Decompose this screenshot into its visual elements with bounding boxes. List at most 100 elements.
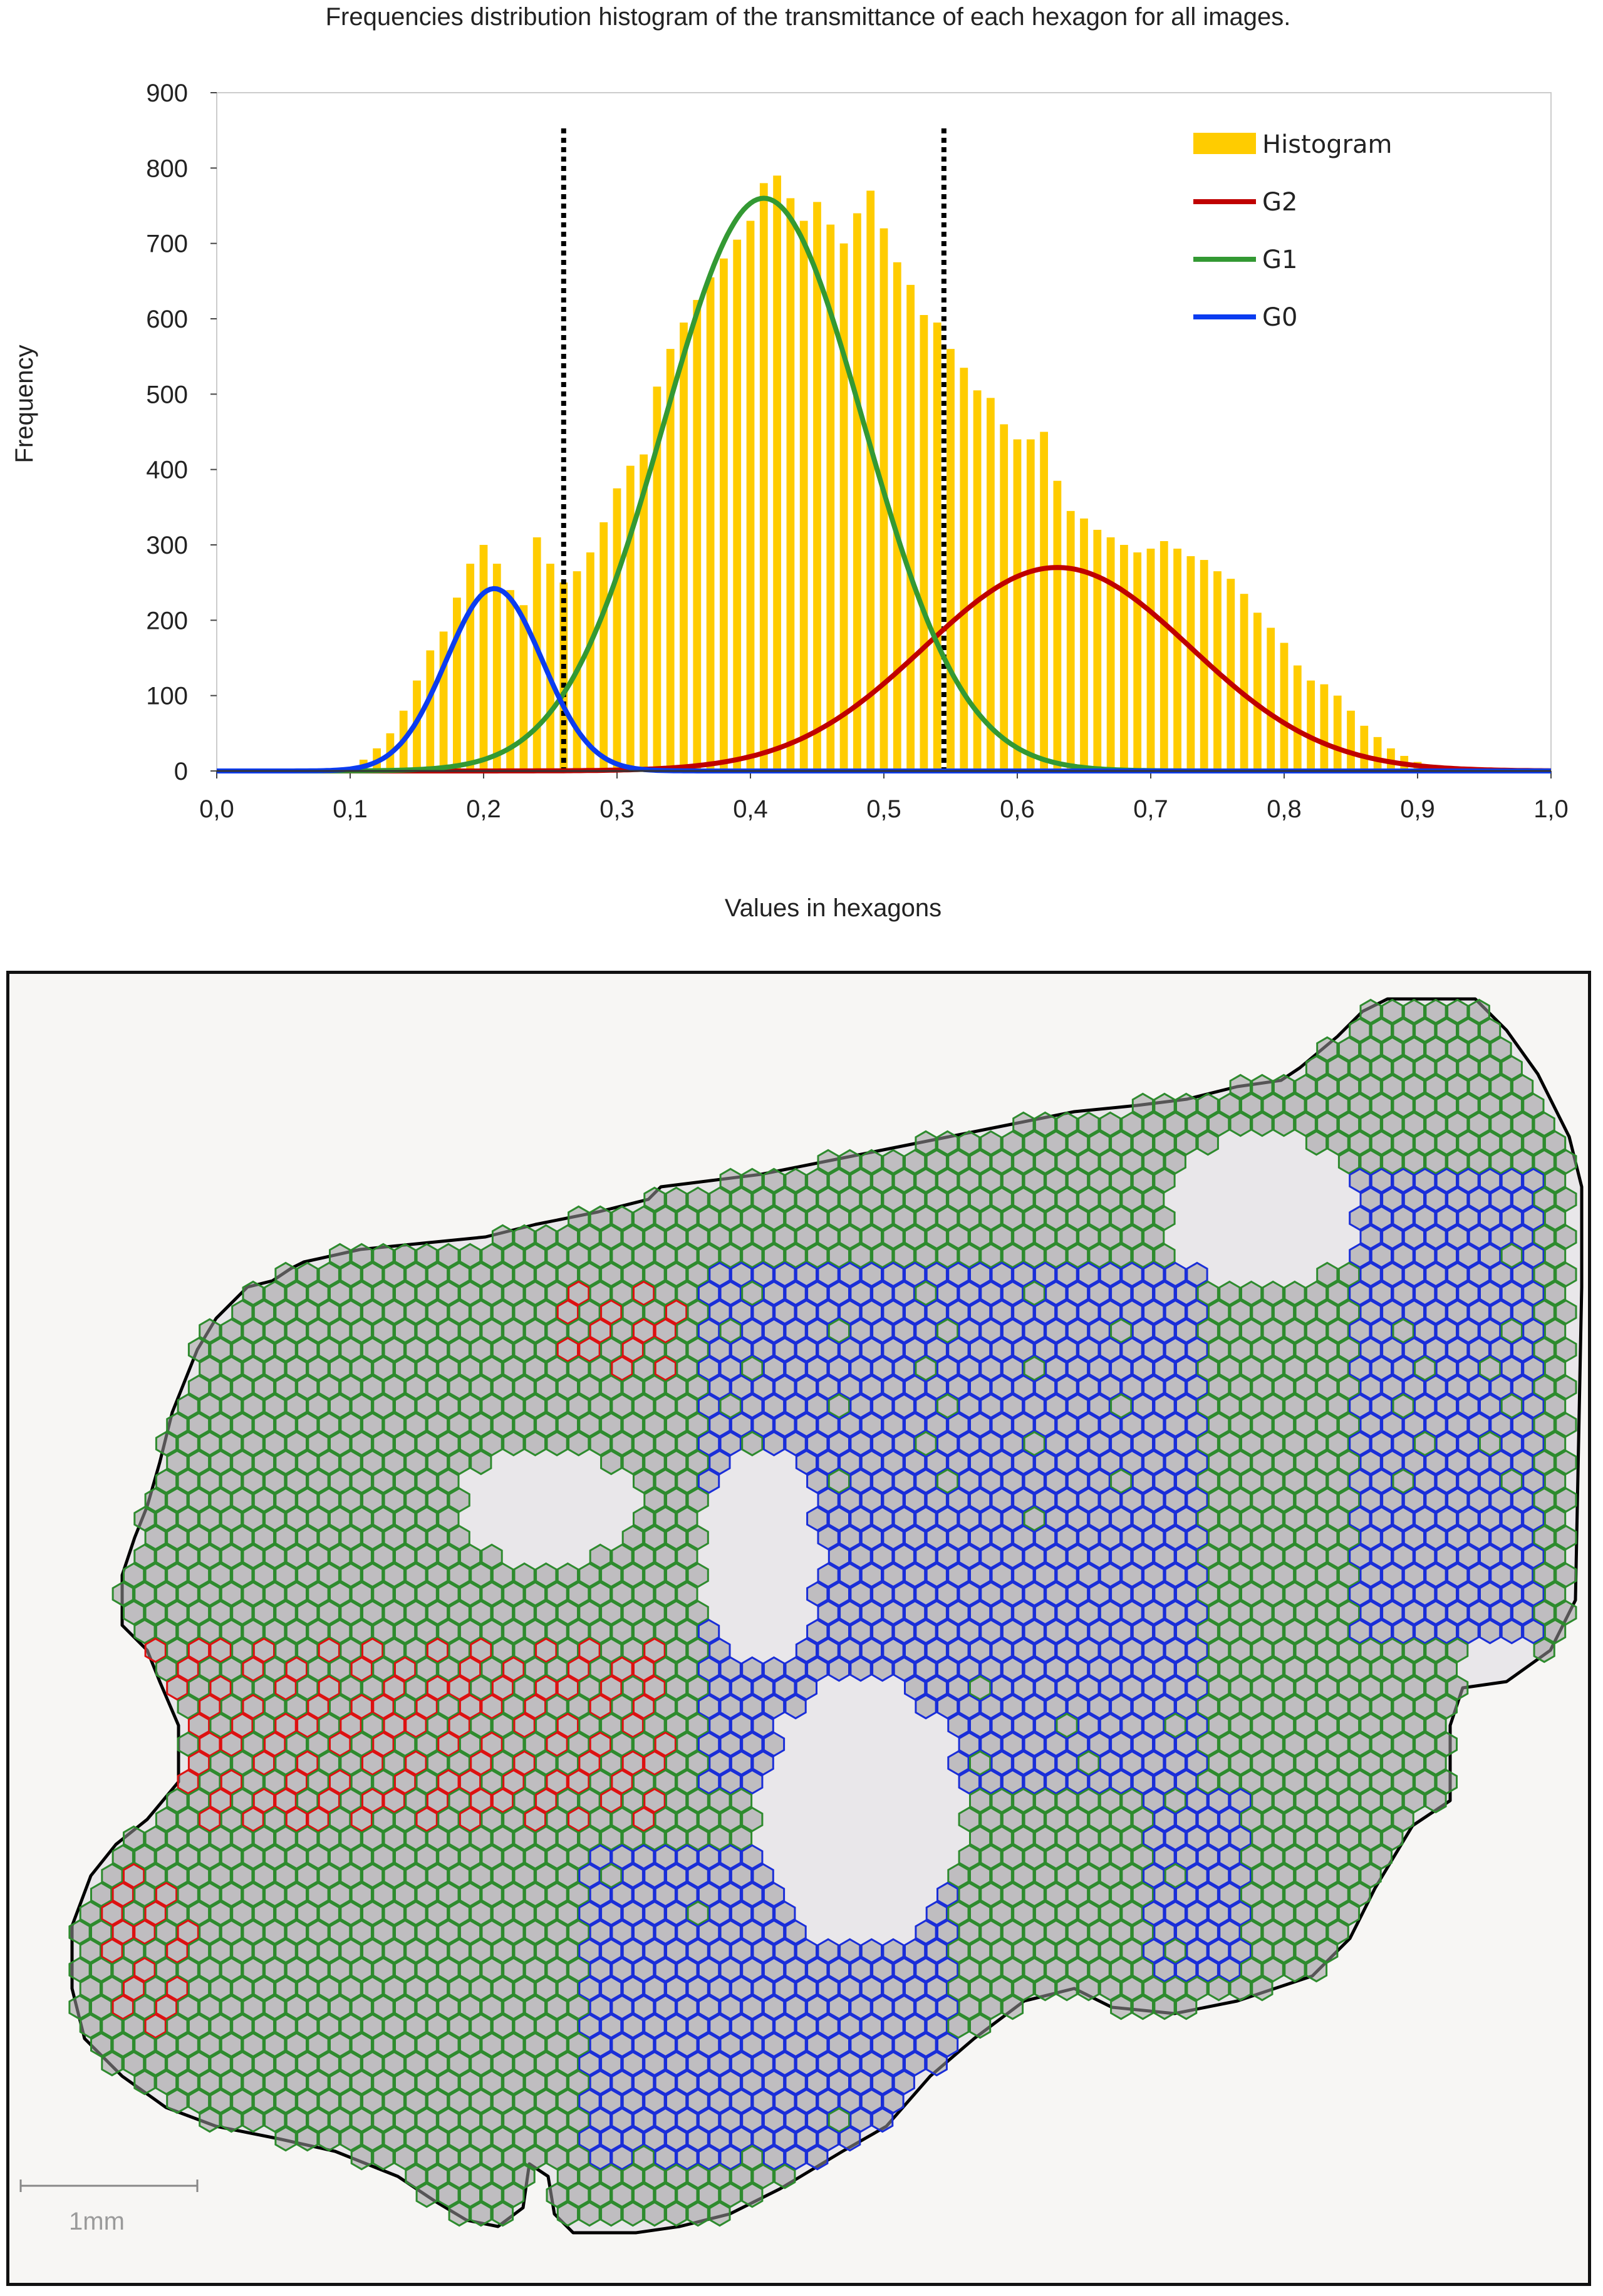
hexagon-g1 [394, 1393, 417, 1419]
hexagon-g0 [762, 1355, 786, 1382]
hexagon-g1 [1196, 1355, 1219, 1382]
hexagon-g1 [394, 1543, 417, 1569]
hexagon-g0 [654, 1957, 677, 1983]
hexagon-g1 [556, 2126, 579, 2152]
hexagon-g1 [1121, 1975, 1143, 2002]
hexagon-g0 [1468, 1412, 1490, 1438]
hexagon-g2 [535, 1787, 558, 1814]
hexagon-g1 [1196, 1694, 1219, 1720]
hexagon-g0 [827, 1581, 850, 1607]
hexagon-g1 [187, 1675, 210, 1701]
hexagon-g1 [676, 1506, 698, 1532]
hexagon-g0 [860, 1412, 883, 1438]
hexagon-g1 [1468, 998, 1490, 1025]
hexagon-g0 [1186, 1261, 1208, 1288]
hexagon-g0 [1392, 1543, 1414, 1569]
hexagon-g1 [394, 1618, 417, 1645]
hexagon-g1 [231, 1975, 254, 2002]
hexagon-g0 [969, 1637, 992, 1663]
hexagon-g1 [285, 1506, 308, 1532]
hexagon-g1 [1251, 1637, 1274, 1663]
hexagon-g0 [654, 1919, 677, 1945]
hexagon-g1 [1023, 1430, 1045, 1457]
hexagon-g0 [1175, 1318, 1198, 1344]
hexagon-g2 [448, 1712, 470, 1739]
hexagon-g1 [264, 1806, 286, 1833]
hexagon-g0 [1153, 1506, 1176, 1532]
hexagon-g1 [220, 1318, 243, 1344]
hexagon-g1 [1294, 1675, 1317, 1701]
hexagon-g1 [1305, 1919, 1328, 1945]
hexagon-g1 [676, 1280, 698, 1306]
hexagon-g1 [687, 1449, 709, 1476]
hexagon-g1 [1468, 1111, 1490, 1137]
hexagon-g0 [1034, 1412, 1057, 1438]
hexagon-g2 [155, 1881, 178, 1908]
hexagon-g0 [1457, 1506, 1480, 1532]
hexagon-g1 [1240, 1092, 1263, 1119]
hexagon-g0 [1056, 1374, 1078, 1400]
hexagon-g1 [437, 1506, 460, 1532]
hexagon-g1 [242, 1769, 264, 1795]
hexagon-g1 [719, 1806, 742, 1833]
hexagon-g0 [1208, 1825, 1230, 1851]
hexagon-g0 [1522, 1430, 1545, 1457]
hexagon-g0 [762, 1318, 786, 1344]
hexagon-g1 [329, 1318, 351, 1344]
hexagon-g2 [372, 1694, 395, 1720]
hexagon-g0 [633, 2032, 655, 2058]
hexagon-g1 [1327, 1844, 1349, 1870]
hexagon-g1 [1045, 1919, 1067, 1945]
hexagon-g0 [1012, 1637, 1035, 1663]
hexagon-g1 [1218, 1618, 1241, 1645]
hexagon-g1 [220, 2107, 243, 2133]
hexagon-g1 [1001, 1957, 1024, 1983]
hexagon-g1 [1381, 1111, 1404, 1137]
hexagon-grid [68, 998, 1577, 2227]
hexagon-g0 [806, 2107, 829, 2133]
hexagon-g1 [199, 1618, 221, 1645]
hexagon-g1 [719, 1318, 742, 1344]
hexagon-g0 [795, 2013, 817, 2039]
hexagon-g0 [904, 1675, 926, 1701]
hexagon-g1 [285, 2107, 308, 2133]
hexagon-g1 [1240, 1280, 1263, 1306]
hexagon-g0 [1490, 1186, 1512, 1213]
hexagon-g2 [633, 1694, 655, 1720]
histogram-bar [866, 190, 875, 771]
hexagon-g1 [1349, 1844, 1371, 1870]
hexagon-g0 [774, 1374, 796, 1400]
hexagon-g1 [980, 1844, 1002, 1870]
hexagon-g0 [947, 1412, 970, 1438]
hexagon-g1 [1284, 1393, 1306, 1419]
hexagon-g0 [1490, 1487, 1512, 1513]
hexagon-g1 [296, 1825, 319, 1851]
hexagon-g1 [1294, 1524, 1317, 1551]
histogram-bar [1159, 540, 1168, 771]
hexagon-g1 [1262, 1092, 1284, 1119]
hexagon-g0 [817, 1374, 839, 1400]
histogram-bar [786, 198, 795, 771]
hexagon-g1 [296, 1900, 319, 1926]
hexagon-g0 [697, 1957, 720, 1983]
hexagon-g0 [784, 1280, 807, 1306]
hexagon-g1 [1077, 1863, 1100, 1889]
hexagon-g1 [448, 1787, 470, 1814]
hexagon-g1 [372, 1656, 395, 1682]
hexagon-g0 [849, 1280, 872, 1306]
hexagon-g1 [621, 1825, 644, 1851]
hexagon-g1 [340, 1900, 362, 1926]
hexagon-g1 [426, 1524, 449, 1551]
hexagon-g1 [480, 1994, 503, 2020]
hexagon-g1 [827, 2107, 850, 2133]
hexagon-g1 [1490, 1036, 1512, 1062]
hexagon-g1 [1446, 1149, 1469, 1175]
hexagon-g0 [958, 1318, 980, 1344]
hexagon-g1 [665, 1675, 688, 1701]
hexagon-g1 [1066, 1919, 1089, 1945]
hexagon-g1 [209, 1750, 232, 1776]
hexagon-g1 [1337, 1600, 1361, 1626]
hexagon-g1 [915, 1243, 937, 1269]
hexagon-g0 [849, 2107, 872, 2133]
hexagon-g0 [904, 1975, 926, 2002]
